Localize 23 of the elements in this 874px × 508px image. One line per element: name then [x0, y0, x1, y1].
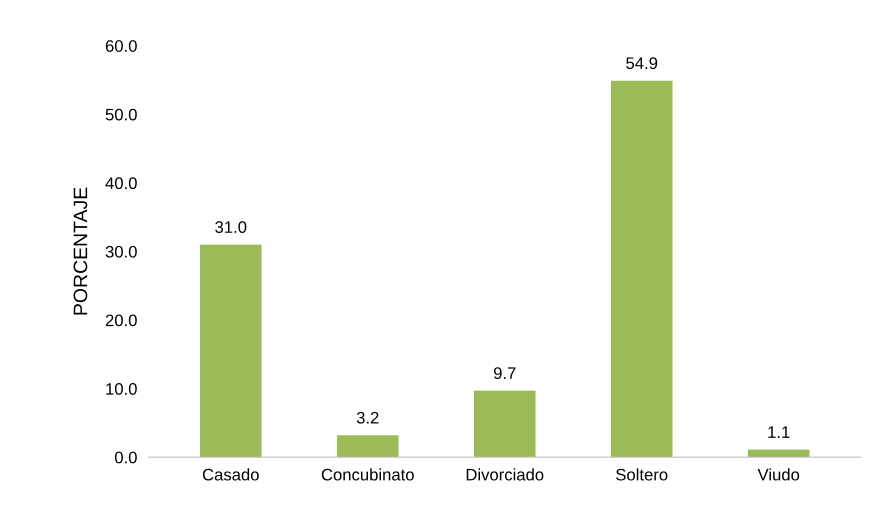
bar [474, 390, 536, 458]
x-tick-label: Casado [202, 468, 259, 481]
bar [748, 450, 810, 458]
y-tick-label: 10.0 [106, 383, 137, 395]
data-label: 1.1 [768, 426, 790, 438]
data-label: 3.2 [356, 412, 378, 424]
y-tick-label: 60.0 [106, 40, 137, 52]
bar [200, 244, 262, 458]
data-label: 31.0 [215, 221, 246, 233]
x-tick-label: Viudo [758, 468, 800, 481]
bar [336, 435, 399, 458]
data-label: 54.9 [626, 57, 658, 70]
y-tick-label: 0.0 [114, 452, 137, 464]
y-tick-label: 30.0 [106, 246, 137, 258]
y-axis-title: PORCENTAJE [74, 188, 88, 315]
y-tick-label: 50.0 [106, 108, 137, 121]
bar [610, 80, 673, 458]
y-tick-label: 40.0 [105, 177, 137, 190]
data-label: 9.7 [494, 367, 516, 380]
x-tick-label: Soltero [616, 468, 668, 481]
x-tick-label: Concubinato [322, 468, 414, 481]
x-tick-label: Divorciado [466, 468, 544, 481]
y-tick-label: 20.0 [106, 314, 137, 326]
